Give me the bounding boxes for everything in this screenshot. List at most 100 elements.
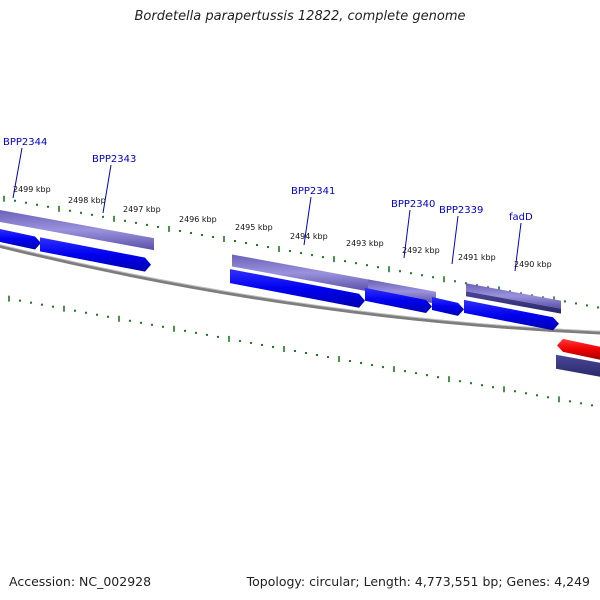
- cds-arrow: [40, 237, 151, 272]
- cds-arrow: [365, 287, 432, 314]
- ruler-label: 2491 kbp: [458, 253, 496, 262]
- ruler-tick: [91, 213, 93, 216]
- ruler-tick: [201, 233, 203, 236]
- ruler-tick: [85, 311, 87, 314]
- ruler-tick: [377, 266, 379, 269]
- ruler-tick: [520, 292, 522, 295]
- ruler-tick: [597, 306, 599, 309]
- ruler-tick: [36, 203, 38, 206]
- gene-leader-line: [514, 222, 522, 272]
- ruler-tick: [245, 242, 247, 245]
- ruler-tick: [289, 250, 291, 253]
- ruler-tick: [591, 404, 593, 407]
- ruler-label: 2496 kbp: [179, 215, 217, 224]
- gene-band: [368, 279, 436, 304]
- cds-arrow-reverse: [557, 338, 600, 360]
- ruler-tick: [146, 223, 148, 226]
- ruler-tick: [344, 260, 346, 263]
- ruler-tick: [586, 304, 588, 307]
- ruler-tick: [157, 225, 159, 228]
- ruler-tick: [135, 221, 137, 224]
- ruler-tick: [69, 209, 71, 212]
- gene-leader-line: [303, 196, 312, 246]
- ruler-tick: [267, 246, 269, 249]
- ruler-tick: [190, 231, 192, 234]
- ruler-tick: [470, 382, 472, 385]
- ruler-tick: [300, 252, 302, 255]
- ruler-tick: [366, 264, 368, 267]
- gene-label: BPP2340: [391, 199, 435, 210]
- ruler-tick: [162, 325, 164, 328]
- ruler-tick: [421, 274, 423, 277]
- ruler-tick: [542, 296, 544, 299]
- ruler-tick: [140, 321, 142, 324]
- ruler-label: 2493 kbp: [346, 239, 384, 248]
- ruler-tick: [509, 290, 511, 293]
- ruler-tick: [25, 201, 27, 204]
- ruler-tick: [360, 362, 362, 365]
- ruler-tick: [206, 333, 208, 336]
- ruler-tick: [536, 394, 538, 397]
- gene-label: BPP2339: [439, 205, 483, 216]
- ruler-tick: [107, 315, 109, 318]
- ruler-tick: [525, 392, 527, 395]
- ruler-label: 2499 kbp: [13, 185, 51, 194]
- cds-arrow: [464, 299, 559, 331]
- ruler-tick: [179, 229, 181, 232]
- ruler-tick: [316, 354, 318, 357]
- backbone-line: [0, 244, 600, 335]
- ruler-tick: [371, 364, 373, 367]
- ruler-tick: [305, 351, 307, 354]
- gene-leader-line: [451, 215, 459, 265]
- ruler-tick: [349, 360, 351, 363]
- ruler-label: 2494 kbp: [290, 232, 328, 241]
- ruler-tick: [531, 294, 533, 297]
- cds-arrow: [432, 297, 464, 316]
- ruler-tick: [399, 270, 401, 273]
- ruler-label: 2497 kbp: [123, 205, 161, 214]
- ruler-tick: [492, 386, 494, 389]
- ruler-tick: [382, 366, 384, 369]
- ruler-tick: [569, 400, 571, 403]
- ruler-tick: [404, 370, 406, 373]
- ruler-tick: [514, 390, 516, 393]
- ruler-tick: [151, 323, 153, 326]
- ruler-label: 2490 kbp: [514, 260, 552, 269]
- ruler-tick: [239, 339, 241, 342]
- ruler-tick: [410, 272, 412, 275]
- ruler-tick: [432, 276, 434, 279]
- ruler-tick: [195, 331, 197, 334]
- ruler-tick: [564, 300, 566, 303]
- ruler-tick: [294, 349, 296, 352]
- ruler-tick: [30, 301, 32, 304]
- ruler-tick: [547, 396, 549, 399]
- gene-band: [232, 254, 368, 292]
- ruler-tick: [415, 372, 417, 375]
- ruler-tick: [481, 384, 483, 387]
- ruler-tick: [52, 305, 54, 308]
- gene-leader-line: [403, 209, 411, 259]
- genome-summary: Topology: circular; Length: 4,773,551 bp…: [246, 574, 590, 589]
- ruler-tick: [311, 254, 313, 257]
- ruler-tick: [487, 286, 489, 289]
- ruler-label: 2495 kbp: [235, 223, 273, 232]
- ruler-tick: [96, 313, 98, 316]
- ruler-tick: [14, 199, 16, 202]
- map-title: Bordetella parapertussis 12822, complete…: [134, 9, 466, 24]
- ruler-tick: [454, 280, 456, 283]
- gene-label: BPP2341: [291, 186, 335, 197]
- ruler-tick: [327, 356, 329, 359]
- gene-label: BPP2344: [3, 137, 47, 148]
- gene-label: fadD: [509, 212, 533, 223]
- backbone-highlight: [0, 244, 600, 332]
- ruler-tick: [41, 303, 43, 306]
- gene-leader-line: [12, 147, 23, 199]
- ruler-tick: [212, 235, 214, 238]
- ruler-tick: [234, 240, 236, 243]
- ruler-tick: [272, 345, 274, 348]
- ruler-tick: [129, 319, 131, 322]
- ruler-tick: [426, 374, 428, 377]
- ruler-tick: [250, 341, 252, 344]
